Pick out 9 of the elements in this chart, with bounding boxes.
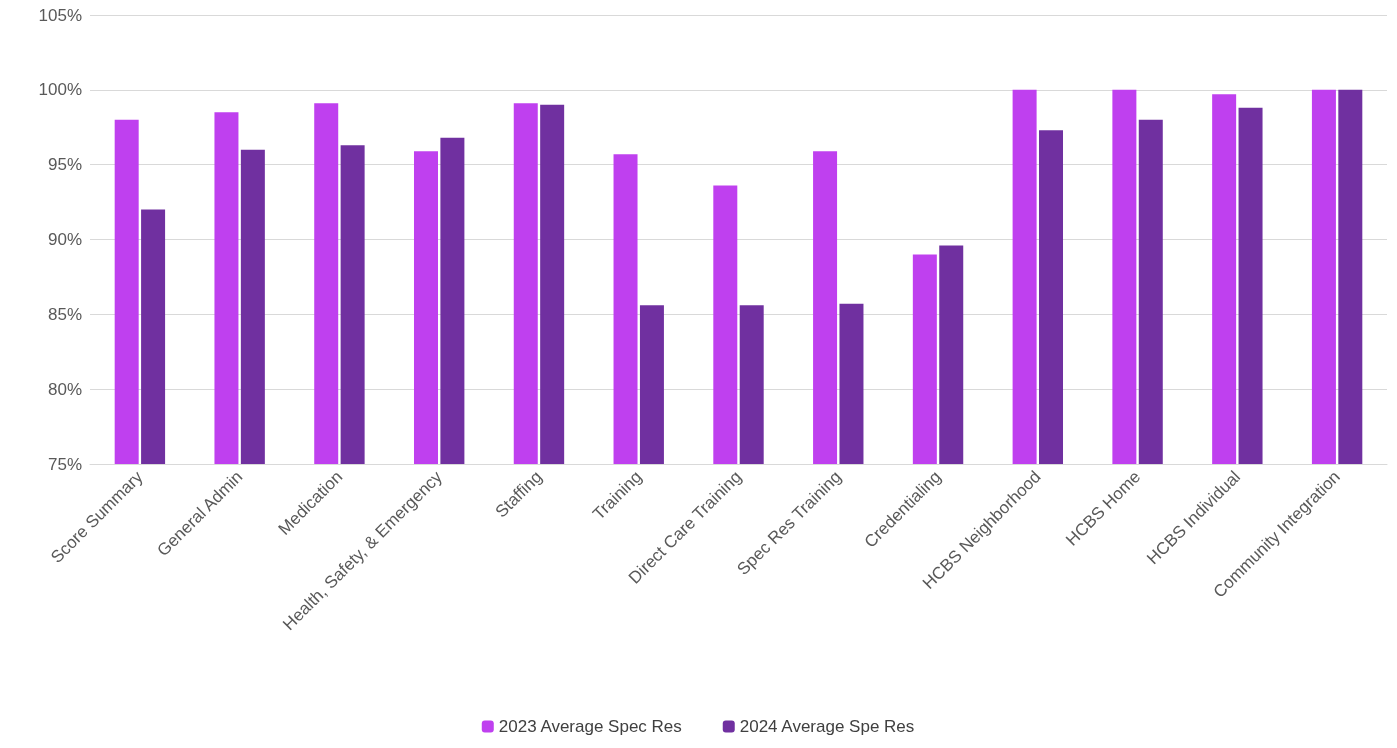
legend-label: 2023 Average Spec Res	[498, 717, 682, 736]
y-tick-label: 90%	[47, 230, 82, 249]
legend-label: 2024 Average Spe Res	[739, 717, 915, 736]
y-tick-label: 80%	[47, 379, 82, 399]
y-tick-label: 105%	[38, 5, 82, 25]
y-tick-label: 85%	[47, 304, 82, 324]
y-tick-label: 95%	[47, 155, 82, 175]
y-tick-label: 100%	[38, 80, 82, 100]
y-tick-label: 75%	[47, 454, 82, 474]
